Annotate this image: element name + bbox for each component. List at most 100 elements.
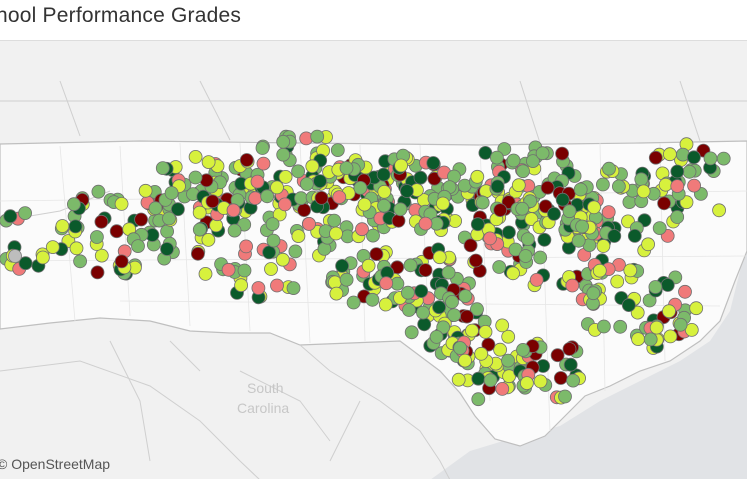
school-marker[interactable] — [623, 263, 638, 278]
school-marker[interactable] — [489, 150, 504, 165]
school-marker[interactable] — [716, 151, 731, 166]
school-marker[interactable] — [565, 278, 580, 293]
school-marker[interactable] — [537, 232, 552, 247]
school-marker[interactable] — [596, 239, 611, 253]
school-marker[interactable] — [634, 172, 649, 187]
school-marker[interactable] — [262, 245, 277, 260]
school-marker[interactable] — [94, 248, 109, 263]
school-marker[interactable] — [148, 201, 163, 216]
school-marker[interactable] — [703, 151, 718, 166]
school-marker[interactable] — [188, 150, 203, 164]
school-marker[interactable] — [378, 297, 393, 312]
school-marker[interactable] — [471, 392, 486, 407]
school-marker[interactable] — [327, 213, 342, 228]
school-marker[interactable] — [55, 219, 70, 233]
school-marker[interactable] — [8, 249, 22, 263]
school-marker[interactable] — [631, 332, 645, 347]
school-marker[interactable] — [402, 303, 416, 317]
school-marker[interactable] — [377, 198, 391, 213]
school-marker[interactable] — [170, 202, 185, 217]
school-marker[interactable] — [526, 154, 540, 168]
school-marker[interactable] — [379, 276, 394, 291]
school-marker[interactable] — [403, 258, 418, 273]
school-marker[interactable] — [91, 184, 106, 199]
school-marker[interactable] — [441, 265, 456, 280]
school-marker[interactable] — [558, 389, 572, 404]
school-marker[interactable] — [313, 174, 327, 189]
school-marker[interactable] — [393, 202, 408, 217]
school-marker[interactable] — [470, 302, 484, 317]
school-marker[interactable] — [533, 374, 548, 389]
school-marker[interactable] — [529, 272, 544, 287]
school-marker[interactable] — [453, 341, 468, 355]
school-marker[interactable] — [562, 204, 577, 219]
school-marker[interactable] — [660, 278, 675, 292]
school-marker[interactable] — [134, 212, 149, 227]
school-marker[interactable] — [670, 210, 685, 224]
school-marker[interactable] — [642, 293, 657, 308]
school-marker[interactable] — [69, 241, 84, 256]
school-marker[interactable] — [678, 284, 692, 299]
school-marker[interactable] — [427, 171, 442, 186]
school-marker[interactable] — [501, 353, 515, 368]
school-marker[interactable] — [501, 225, 516, 240]
school-marker[interactable] — [314, 190, 329, 205]
school-marker[interactable] — [190, 246, 205, 261]
school-marker[interactable] — [459, 309, 474, 324]
school-marker[interactable] — [291, 164, 306, 179]
school-marker[interactable] — [198, 266, 213, 281]
school-marker[interactable] — [265, 217, 280, 232]
school-marker[interactable] — [299, 177, 314, 191]
school-marker[interactable] — [610, 274, 625, 289]
school-marker[interactable] — [648, 150, 663, 165]
school-marker[interactable] — [416, 305, 430, 320]
school-marker[interactable] — [602, 161, 616, 176]
school-marker[interactable] — [436, 320, 451, 335]
school-marker[interactable] — [201, 232, 216, 247]
school-marker[interactable] — [657, 196, 671, 211]
school-marker[interactable] — [413, 170, 428, 185]
school-marker[interactable] — [612, 179, 626, 194]
school-marker[interactable] — [277, 197, 292, 212]
school-marker[interactable] — [562, 342, 577, 356]
school-marker[interactable] — [270, 278, 284, 293]
school-marker[interactable] — [266, 233, 281, 248]
school-marker[interactable] — [468, 253, 483, 268]
map-canvas[interactable]: South Carolina — [0, 40, 747, 479]
school-marker[interactable] — [155, 161, 170, 175]
school-marker[interactable] — [630, 305, 645, 320]
school-marker[interactable] — [346, 295, 361, 310]
school-marker[interactable] — [160, 224, 175, 239]
school-marker[interactable] — [278, 169, 293, 184]
school-marker[interactable] — [339, 272, 354, 287]
school-marker[interactable] — [288, 244, 303, 259]
school-marker[interactable] — [478, 324, 493, 339]
school-marker[interactable] — [662, 304, 676, 319]
school-marker[interactable] — [463, 238, 478, 253]
school-marker[interactable] — [451, 372, 466, 387]
school-marker[interactable] — [592, 263, 607, 278]
school-marker[interactable] — [682, 164, 697, 179]
school-marker[interactable] — [435, 196, 450, 211]
school-marker[interactable] — [555, 146, 569, 161]
school-marker[interactable] — [492, 260, 507, 274]
school-marker[interactable] — [67, 197, 81, 212]
school-marker[interactable] — [400, 285, 415, 300]
school-marker[interactable] — [221, 262, 236, 277]
school-marker[interactable] — [475, 195, 490, 210]
school-marker[interactable] — [369, 247, 384, 262]
school-marker[interactable] — [663, 147, 677, 162]
school-marker[interactable] — [239, 239, 254, 254]
school-marker[interactable] — [192, 205, 207, 220]
school-marker[interactable] — [493, 342, 508, 357]
school-marker[interactable] — [520, 232, 535, 247]
school-marker[interactable] — [648, 280, 663, 294]
school-marker[interactable] — [553, 371, 568, 385]
school-marker[interactable] — [516, 164, 530, 179]
school-marker[interactable] — [571, 233, 586, 248]
school-marker[interactable] — [339, 161, 354, 175]
school-marker[interactable] — [260, 189, 275, 204]
school-marker[interactable] — [575, 219, 589, 234]
school-marker[interactable] — [621, 298, 636, 313]
school-marker[interactable] — [391, 213, 406, 228]
